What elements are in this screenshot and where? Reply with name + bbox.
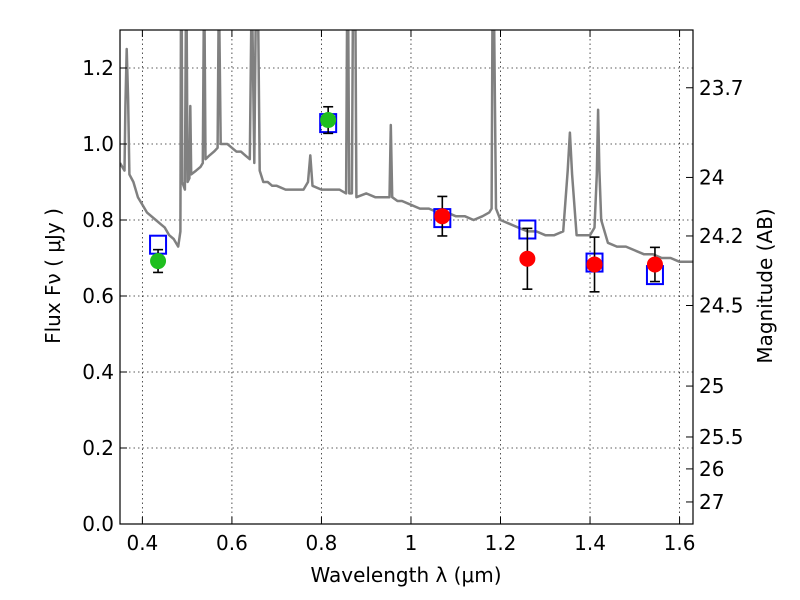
right-tick-label: 25 xyxy=(699,374,724,398)
observed-flux-point xyxy=(434,208,451,225)
y-tick-label: 0.0 xyxy=(82,512,114,536)
x-tick-label: 0.6 xyxy=(216,531,248,555)
plot-area xyxy=(120,30,693,293)
right-tick-label: 25.5 xyxy=(699,425,744,449)
y-tick-label: 0.2 xyxy=(82,436,114,460)
observed-flux-point xyxy=(150,253,167,270)
y-tick-label: 1.0 xyxy=(82,132,114,156)
right-tick-label: 27 xyxy=(699,490,724,514)
x-tick-label: 0.8 xyxy=(306,531,338,555)
axis-ticks: 0.4 0.6 0.8 1 1.2 1.4 1.6 0.0 0.2 0.4 0.6 0.8 1.0 1.2… xyxy=(82,30,744,555)
observed-flux-point xyxy=(320,112,337,129)
x-tick-label: 0.4 xyxy=(126,531,158,555)
x-tick-label: 1 xyxy=(405,531,418,555)
right-tick-label: 26 xyxy=(699,457,724,481)
observed-flux-point xyxy=(586,256,603,273)
y-tick-label: 0.8 xyxy=(82,208,114,232)
right-tick-label: 24.2 xyxy=(699,224,744,248)
x-tick-label: 1.2 xyxy=(485,531,517,555)
x-axis-label: Wavelength λ (μm) xyxy=(310,563,501,587)
template-spectrum-line xyxy=(120,30,693,264)
right-axis-label: Magnitude (AB) xyxy=(753,208,777,363)
y-tick-label: 0.4 xyxy=(82,360,114,384)
right-tick-label: 24 xyxy=(699,165,724,189)
x-tick-label: 1.4 xyxy=(574,531,606,555)
observed-flux-point xyxy=(519,250,536,267)
y-axis-label: Flux Fν ( μJy ) xyxy=(41,208,65,344)
y-tick-label: 0.6 xyxy=(82,284,114,308)
y-tick-label: 1.2 xyxy=(82,56,114,80)
axes-frame xyxy=(119,29,694,525)
x-tick-label: 1.6 xyxy=(664,531,696,555)
right-tick-label: 23.7 xyxy=(699,76,744,100)
right-tick-label: 24.5 xyxy=(699,294,744,318)
observed-flux-point xyxy=(646,256,663,273)
